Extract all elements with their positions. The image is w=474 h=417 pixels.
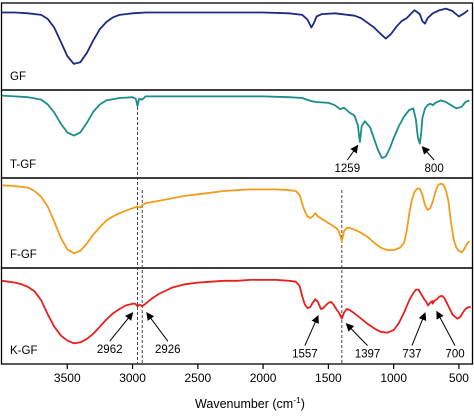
annotation-label-800: 800: [425, 163, 444, 175]
annotation-arrow-2962: [109, 312, 134, 342]
x-axis-title: Wavenumber (cm-1): [195, 395, 305, 411]
x-tick-label-2500: 2500: [184, 371, 211, 385]
annotation-label-737: 737: [402, 349, 421, 361]
panel-label-gf: GF: [10, 71, 26, 83]
peak-annotations: 1259 800 2962 2926 1557 1397 737 700: [97, 144, 465, 361]
x-tick-label-2000: 2000: [250, 371, 277, 385]
x-tick-label-500: 500: [449, 371, 469, 385]
x-axis-title-sup: -1: [293, 395, 301, 405]
panel-label-t-gf: T-GF: [10, 159, 36, 171]
annotation-label-1397: 1397: [355, 349, 381, 361]
x-tick-label-1000: 1000: [380, 371, 407, 385]
spectrum-line-k-gf: [1, 279, 471, 345]
spectrum-line-f-gf: [1, 182, 471, 255]
panel-labels: GF T-GF F-GF K-GF: [10, 71, 37, 357]
annotation-arrow-700: [436, 310, 456, 346]
annotation-arrow-1259: [346, 144, 359, 161]
spectrum-lines: [1, 7, 471, 345]
annotation-label-1259: 1259: [335, 163, 361, 175]
annotation-label-2962: 2962: [97, 344, 123, 356]
panel-frame-3: [0, 177, 474, 269]
annotation-arrow-1557: [304, 315, 319, 346]
guide-lines: [137, 102, 343, 364]
panel-label-f-gf: F-GF: [10, 249, 37, 261]
annotation-label-1557: 1557: [292, 349, 318, 361]
annotation-arrow-1397: [345, 323, 368, 346]
x-axis-title-close: ): [301, 397, 305, 411]
spectrum-line-t-gf: [1, 94, 470, 159]
panel-frame-4: [0, 267, 474, 365]
x-tick-label-3000: 3000: [119, 371, 146, 385]
panel-frame-1: [0, 2, 474, 91]
annotation-label-700: 700: [445, 349, 464, 361]
annotation-arrow-2926: [146, 312, 169, 342]
x-axis: 3500 3000 2500 2000 1500 1000 500: [54, 364, 469, 385]
spectrum-line-gf: [2, 7, 469, 65]
annotation-label-2926: 2926: [155, 344, 181, 356]
x-tick-label-3500: 3500: [54, 371, 81, 385]
x-tick-label-1500: 1500: [315, 371, 342, 385]
panel-frames: [0, 2, 474, 365]
panel-label-k-gf: K-GF: [10, 345, 37, 357]
annotation-arrow-800: [421, 146, 435, 161]
x-axis-title-main: Wavenumber (cm: [195, 397, 293, 411]
annotation-arrow-737: [411, 312, 427, 346]
